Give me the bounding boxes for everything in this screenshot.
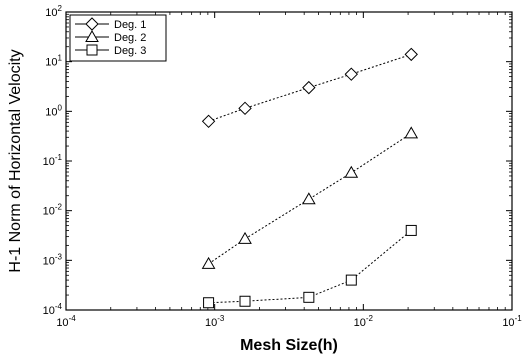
diamond-marker [404, 47, 418, 62]
triangle-marker [238, 231, 252, 244]
y-tick-label: 10-2 [43, 203, 63, 218]
triangle-marker [301, 192, 316, 205]
y-tick-label: 101 [45, 54, 62, 69]
series-layer [201, 47, 419, 309]
triangle-marker [344, 165, 359, 178]
x-tick-label: 10-3 [205, 314, 225, 329]
y-tick-label: 10-1 [43, 153, 63, 168]
diamond-marker [302, 80, 316, 95]
legend-label: Deg. 2 [114, 32, 146, 44]
y-axis-label: H-1 Norm of Horizontal Velocity [7, 49, 24, 272]
square-marker [303, 291, 315, 303]
legend-square-marker [86, 44, 98, 56]
series-deg-2 [201, 126, 419, 269]
y-tick-label: 10-3 [43, 252, 63, 267]
square-marker [405, 224, 417, 236]
square-marker [203, 297, 215, 309]
legend-triangle-marker [85, 29, 99, 42]
series-line [208, 132, 412, 265]
series-deg-1 [201, 47, 418, 129]
y-tick-label: 10-4 [43, 302, 63, 317]
square-marker [345, 274, 357, 286]
x-tick-label: 10-1 [502, 314, 522, 329]
y-axis-ticks: 10-4 10-3 10-2 10-1 100 101 102 [43, 4, 512, 317]
x-tick-label: 10-2 [354, 314, 374, 329]
x-axis-label: Mesh Size(h) [240, 337, 338, 354]
triangle-marker [404, 126, 419, 139]
legend-box [69, 14, 167, 62]
series-deg-3 [203, 224, 417, 309]
diamond-marker [201, 114, 216, 129]
y-tick-label: 100 [45, 103, 62, 118]
y-tick-label: 102 [45, 4, 62, 19]
x-tick-label: 10-4 [56, 314, 76, 329]
square-marker [239, 295, 251, 307]
x-axis-ticks: 10-4 10-3 10-2 10-1 [56, 12, 522, 329]
legend-label: Deg. 3 [114, 45, 146, 57]
diamond-marker [238, 101, 252, 116]
diamond-marker [344, 67, 359, 81]
triangle-marker [201, 256, 216, 269]
legend-label: Deg. 1 [114, 19, 146, 31]
